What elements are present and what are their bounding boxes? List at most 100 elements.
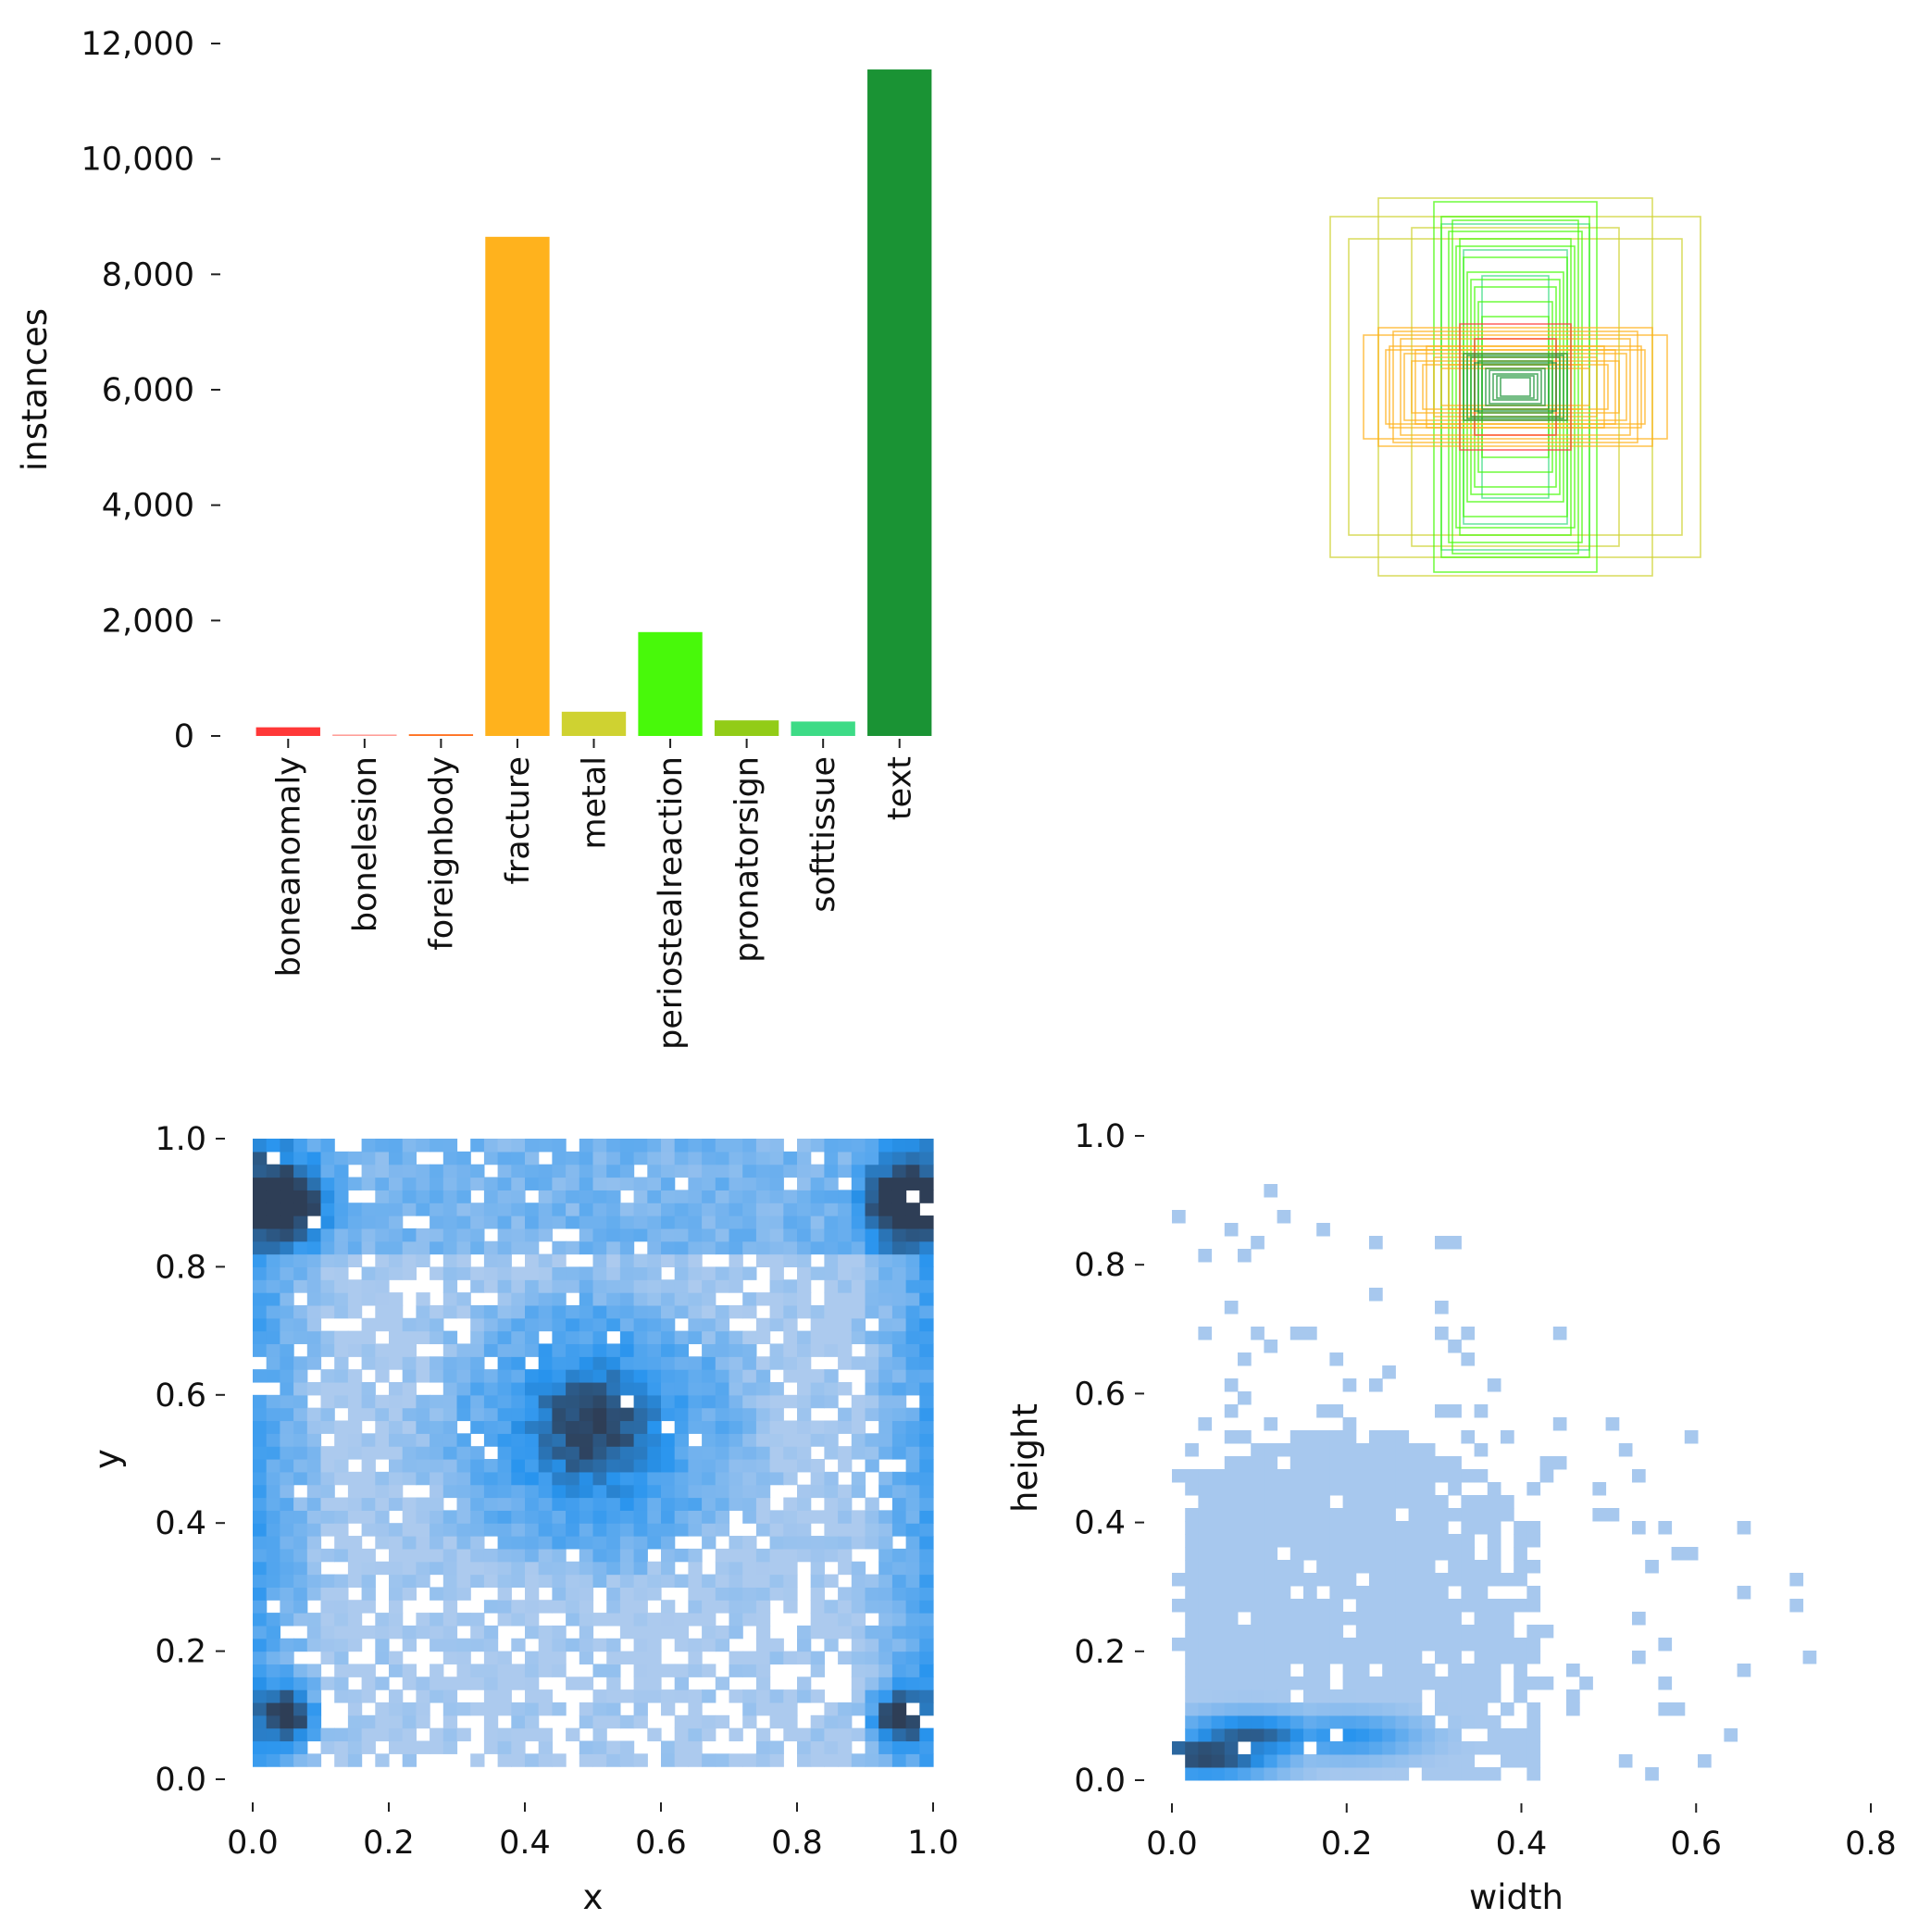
heat-cell (389, 1727, 404, 1742)
heat-cell (1632, 1521, 1646, 1535)
heat-cell (320, 1484, 335, 1499)
heat-cell (389, 1317, 404, 1332)
heat-cell (647, 1536, 662, 1550)
heat-cell (729, 1164, 743, 1178)
heat-cell (511, 1523, 526, 1537)
heat-cell (647, 1177, 662, 1190)
heat-cell (619, 1369, 635, 1383)
heat-cell (1435, 1456, 1449, 1470)
heat-cell (729, 1459, 743, 1473)
heat-cell (633, 1407, 648, 1422)
heat-cell (375, 1727, 390, 1742)
heat-cell (633, 1600, 648, 1614)
heat-cell (633, 1510, 648, 1524)
heat-cell (1211, 1689, 1226, 1703)
heat-cell (824, 1714, 839, 1729)
heat-cell (715, 1164, 730, 1178)
heat-cell (266, 1343, 280, 1357)
heat-cell (1289, 1728, 1304, 1742)
heat-cell (838, 1240, 853, 1255)
heat-cell (606, 1190, 621, 1203)
heat-cell (619, 1279, 635, 1293)
heat-cell (742, 1292, 757, 1306)
heat-cell (824, 1177, 839, 1190)
heat-cell (1329, 1404, 1344, 1418)
heat-cell (511, 1215, 526, 1229)
heat-cell (1355, 1534, 1370, 1548)
heat-cell (606, 1484, 621, 1499)
heat-cell (306, 1536, 322, 1550)
heat-cell (525, 1459, 540, 1473)
heat-cell (334, 1625, 349, 1639)
heat-cell (742, 1164, 757, 1178)
heat-cell (1435, 1573, 1449, 1587)
heat-cell (878, 1433, 893, 1447)
heat-cell (1277, 1495, 1291, 1509)
heat-cell (1487, 1715, 1501, 1729)
heat-cell (851, 1613, 866, 1627)
heat-cell (442, 1446, 458, 1460)
heat-cell (674, 1164, 689, 1178)
heat-cell (253, 1394, 268, 1409)
heat-cell (1224, 1378, 1239, 1392)
heat-cell (647, 1561, 662, 1576)
heat-cell (742, 1240, 757, 1255)
heat-cell (280, 1151, 294, 1165)
heat-cell (1487, 1767, 1501, 1781)
heat-cell (347, 1369, 363, 1383)
heat-cell (1211, 1612, 1226, 1626)
heat-cell (1355, 1495, 1370, 1509)
heat-cell (715, 1574, 730, 1588)
heat-cell (1514, 1534, 1527, 1548)
heat-cell (293, 1689, 308, 1703)
heat-cell (1487, 1651, 1501, 1664)
heat-cell (511, 1510, 526, 1524)
heat-cell (525, 1587, 540, 1601)
heat-cell (1289, 1521, 1304, 1535)
heat-cell (389, 1253, 404, 1267)
heat-cell (606, 1664, 621, 1677)
heat-cell (824, 1317, 839, 1332)
heat-cell (402, 1446, 417, 1460)
heat-cell (647, 1407, 662, 1422)
heat-cell (838, 1151, 853, 1165)
heat-cell (456, 1203, 471, 1216)
heat-cell (566, 1523, 580, 1537)
heat-cell (905, 1689, 920, 1703)
heat-cell (633, 1561, 648, 1576)
heat-cell (851, 1689, 866, 1703)
heat-cell (1408, 1573, 1423, 1587)
heat-cell (293, 1548, 308, 1563)
heat-cell (430, 1394, 444, 1409)
heat-cell (797, 1523, 812, 1537)
heat-cell (1185, 1482, 1199, 1496)
heat-cell (347, 1548, 363, 1563)
heat-cell (1514, 1599, 1527, 1613)
heat-cell (769, 1753, 784, 1767)
heat-cell (320, 1471, 335, 1486)
heat-cell (552, 1561, 567, 1576)
heat-cell (361, 1433, 376, 1447)
heat-cell (525, 1651, 540, 1665)
heat-cell (1264, 1664, 1278, 1677)
heat-cell (293, 1369, 308, 1383)
heat-cell (579, 1548, 594, 1563)
heat-cell (742, 1471, 757, 1486)
heat-cell (783, 1304, 798, 1319)
heat-cell (483, 1664, 499, 1677)
heat-cell (497, 1536, 512, 1550)
heat-cell (347, 1215, 363, 1229)
heat-cell (1238, 1715, 1252, 1729)
heat-cell (769, 1548, 784, 1563)
heat-cell (402, 1548, 417, 1563)
heat-cell (606, 1151, 621, 1165)
heat-cell (1474, 1586, 1489, 1600)
heat-cell (375, 1317, 390, 1332)
heat-cell (647, 1343, 662, 1357)
heat-cell (442, 1701, 458, 1716)
heat-cell (1277, 1625, 1291, 1639)
heat-cell (456, 1523, 471, 1537)
heat-cell (375, 1446, 390, 1460)
heat-cell (280, 1664, 294, 1677)
heat-cell (253, 1266, 268, 1280)
